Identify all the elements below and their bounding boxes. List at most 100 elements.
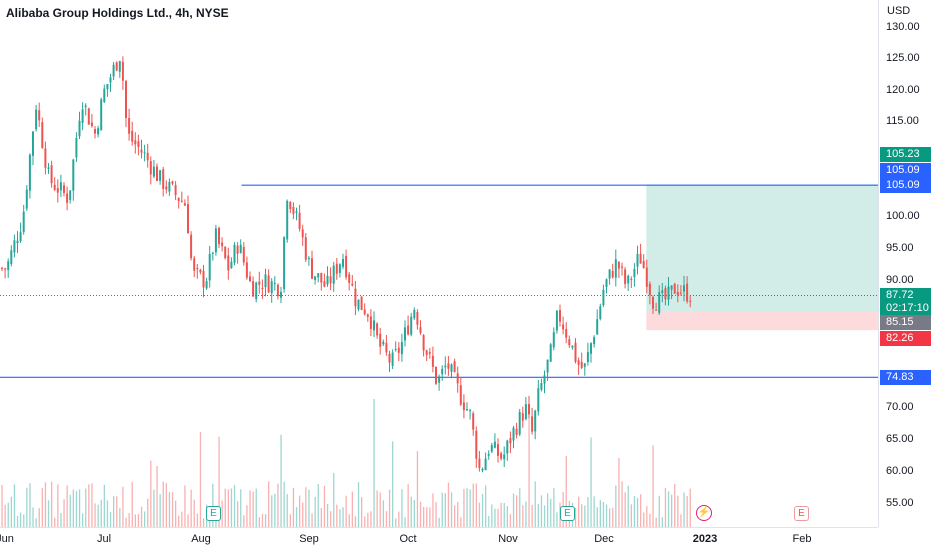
entry-price-tag: 85.15 [880,315,931,330]
price-tick: 130.00 [886,21,920,33]
candle-body [264,274,267,288]
volume-bar [649,513,651,527]
candle-body [320,272,323,283]
candle-body [41,122,44,148]
candle-body [617,262,620,269]
candle-body [63,185,65,193]
volume-bar [57,484,59,527]
volume-bar [348,514,350,527]
candle-body [187,204,189,234]
candle-body [540,383,543,390]
earnings-badge-nov[interactable]: E [560,506,575,521]
volume-bar [119,508,121,527]
volume-bar [565,455,567,527]
candle-body [348,274,351,283]
volume-bar [72,489,74,527]
volume-bar [410,496,412,527]
time-tick: Sep [299,533,319,545]
candle-body [261,287,264,289]
candle-body [658,292,661,313]
volume-bar [308,489,310,527]
time-tick: Jul [96,533,112,545]
candle-body [627,275,630,284]
candle-body [357,299,360,310]
volume-bar [652,445,654,527]
candle-body [118,61,121,72]
candles-svg[interactable] [0,0,878,527]
volume-bar [175,500,177,527]
candle-body [559,310,561,322]
candle-body [645,267,648,287]
time-axis[interactable]: Jun Jul Aug Sep Oct Nov Dec 2023 Feb [0,527,878,551]
candle-body [481,468,484,471]
candle-body [679,292,682,294]
volume-bar [351,491,353,527]
candle-body [78,120,81,137]
volume-bar [193,499,195,527]
volume-bar [661,517,663,527]
candle-body [602,289,605,306]
support-line-tag: 74.83 [880,370,931,385]
volume-bar [590,437,592,527]
volume-bar [630,504,632,527]
volume-bar [153,489,155,527]
candle-body [360,296,363,310]
volume-bar [444,493,446,527]
candle-body [568,339,571,346]
volume-bar [261,514,264,527]
volume-bar [612,507,614,527]
candle-body [652,296,654,309]
volume-bar [202,518,205,527]
volume-bar [506,506,508,527]
candle-body [447,363,450,369]
candle-body [332,265,335,284]
candle-body [490,445,493,452]
volume-bar [640,494,642,527]
candle-body [552,332,555,348]
volume-bar [100,499,102,527]
volume-bar [66,485,68,527]
volume-bar [494,508,496,527]
volume-bar [342,507,344,527]
candle-body [633,269,636,278]
candle-body [407,325,410,335]
price-axis[interactable]: USD 130.00 125.00 120.00 115.00 100.00 9… [878,0,932,527]
time-tick: Nov [498,533,518,545]
candle-body [252,281,255,297]
candle-body [388,353,391,363]
volume-bar [481,493,484,527]
candle-body [614,259,617,278]
candle-body [44,148,47,168]
volume-bar [168,492,171,527]
chart-pane[interactable]: Alibaba Group Holdings Ltd., 4h, NYSE E … [0,0,878,527]
volume-bar [196,513,198,527]
volume-bar [584,505,586,527]
candle-body [338,264,341,273]
earnings-badge-feb[interactable]: E [794,506,809,521]
volume-bar [264,514,267,527]
candle-body [165,186,168,190]
volume-bar [624,492,626,527]
volume-bar [497,508,499,527]
volume-bar [140,506,143,527]
volume-bar [457,501,459,527]
candle-body [673,283,676,294]
candle-body [580,361,583,368]
time-tick: Jun [0,533,14,545]
candle-body [394,349,397,351]
earnings-badge-aug[interactable]: E [206,506,221,521]
volume-bar [578,496,580,527]
volume-bar [10,496,12,527]
candle-body [571,345,574,348]
split-badge[interactable]: ⚡ [696,505,712,521]
volume-bar [190,489,192,527]
volume-bar [44,482,47,527]
volume-bar [413,499,415,527]
long-position-loss-zone[interactable] [646,311,878,331]
volume-bar [683,492,685,527]
candle-body [469,410,472,412]
volume-bar [537,503,539,527]
volume-bar [333,472,335,527]
candle-body [121,61,124,81]
candle-body [47,167,50,169]
